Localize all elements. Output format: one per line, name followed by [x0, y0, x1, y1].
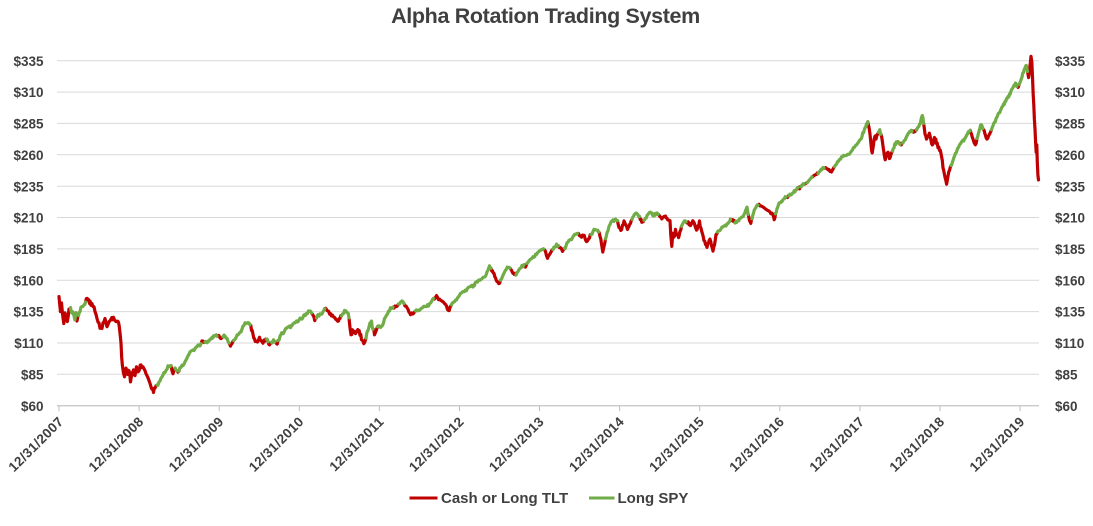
svg-text:$135: $135	[13, 305, 44, 320]
svg-text:$185: $185	[13, 242, 44, 257]
svg-text:$310: $310	[1055, 85, 1085, 100]
svg-text:$210: $210	[1055, 211, 1085, 226]
svg-text:$335: $335	[13, 54, 44, 69]
svg-text:$110: $110	[14, 336, 43, 351]
svg-text:$85: $85	[1055, 367, 1078, 382]
svg-text:$85: $85	[21, 367, 44, 382]
svg-text:$285: $285	[1055, 117, 1086, 132]
svg-text:$285: $285	[13, 117, 44, 132]
svg-text:Alpha Rotation Trading System: Alpha Rotation Trading System	[391, 4, 700, 28]
svg-text:$260: $260	[13, 148, 43, 163]
svg-text:$160: $160	[1055, 273, 1085, 288]
svg-text:Cash or Long TLT: Cash or Long TLT	[441, 490, 568, 507]
svg-text:$60: $60	[1055, 399, 1078, 414]
svg-text:$335: $335	[1055, 54, 1086, 69]
svg-text:$235: $235	[1055, 179, 1086, 194]
svg-text:$310: $310	[13, 85, 43, 100]
svg-text:Long SPY: Long SPY	[618, 490, 689, 507]
svg-text:$60: $60	[21, 399, 44, 414]
svg-text:$185: $185	[1055, 242, 1086, 257]
svg-text:$110: $110	[1055, 336, 1084, 351]
svg-text:$135: $135	[1055, 305, 1086, 320]
svg-text:$235: $235	[13, 179, 44, 194]
svg-text:$210: $210	[13, 211, 43, 226]
svg-text:$260: $260	[1055, 148, 1085, 163]
svg-text:$160: $160	[13, 273, 43, 288]
